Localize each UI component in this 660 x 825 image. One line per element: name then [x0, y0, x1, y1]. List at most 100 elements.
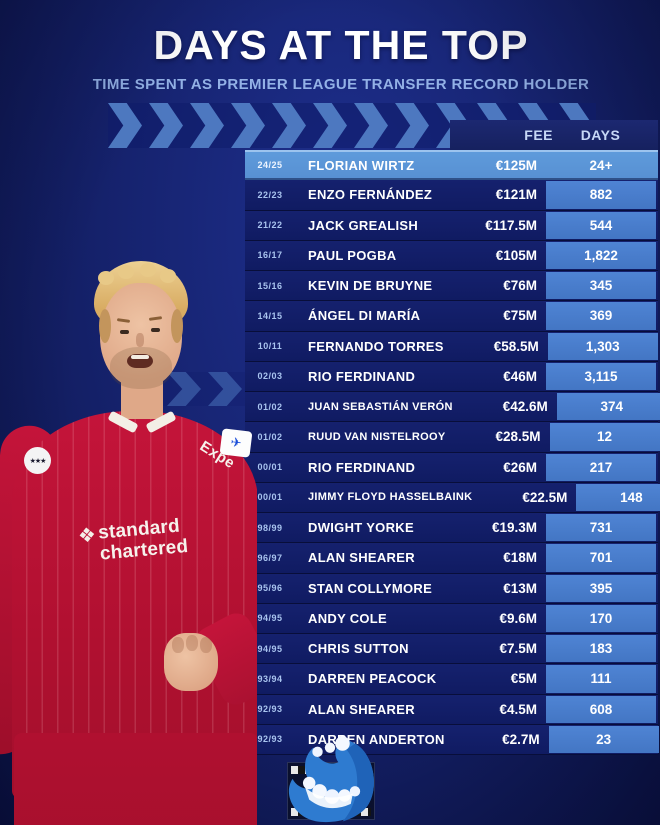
days-cell: 608	[543, 695, 658, 724]
days-value: 369	[546, 302, 656, 330]
days-cell: 544	[543, 211, 658, 240]
season-cell: 95/96	[257, 583, 283, 594]
season-cell: 02/03	[257, 371, 283, 382]
season-cell: 96/97	[257, 552, 283, 563]
days-value: 701	[546, 544, 656, 572]
days-value: 882	[546, 181, 656, 209]
player-name-cell: ÁNGEL DI MARÍA	[308, 308, 421, 324]
page-subtitle: TIME SPENT AS PREMIER LEAGUE TRANSFER RE…	[92, 76, 590, 93]
player-name-cell: KEVIN DE BRUYNE	[308, 278, 433, 294]
days-cell: 731	[543, 513, 658, 542]
days-cell: 882	[543, 180, 658, 209]
player-name-cell: ALAN SHEARER	[308, 550, 415, 566]
player-name-cell: RUUD VAN NISTELROOY	[308, 430, 446, 443]
days-value: 24+	[589, 157, 613, 173]
table-row: 14/15 ÁNGEL DI MARÍA €75M 369	[245, 301, 658, 332]
days-value: 374	[556, 393, 660, 421]
fee-cell: €5M	[510, 671, 537, 687]
table-row: 96/97 ALAN SHEARER €18M 701	[245, 543, 658, 574]
player-name-cell: DWIGHT YORKE	[308, 520, 414, 536]
table-row: 00/01 JIMMY FLOYD HASSELBAINK €22.5M 148	[245, 482, 660, 513]
table-row: 01/02 RUUD VAN NISTELROOY €28.5M 12	[245, 422, 660, 453]
days-cell: 23	[546, 725, 660, 754]
table-row: 95/96 STAN COLLYMORE €13M 395	[245, 573, 658, 604]
player-name-cell: FERNANDO TORRES	[308, 338, 444, 354]
table-row: 10/11 FERNANDO TORRES €58.5M 1,303	[245, 331, 660, 362]
page-title: DAYS AT THE TOP	[153, 22, 529, 68]
days-cell: 170	[543, 604, 658, 633]
fee-cell: €42.6M	[502, 399, 548, 415]
table-row: 94/95 CHRIS SUTTON €7.5M 183	[245, 634, 658, 665]
player-name-cell: RIO FERDINAND	[308, 459, 416, 475]
transfer-record-table: FEE DAYS 24/25 FLORIAN WIRTZ €125M 24+ 2…	[245, 120, 660, 755]
fee-cell: €7.5M	[499, 641, 537, 657]
table-row: 24/25 FLORIAN WIRTZ €125M 24+	[245, 150, 658, 181]
days-cell: 217	[543, 453, 658, 482]
fee-cell: €75M	[503, 308, 537, 324]
fee-cell: €9.6M	[499, 610, 537, 626]
column-header-days: DAYS	[580, 127, 621, 143]
days-cell: 148	[573, 483, 660, 512]
player-fist	[164, 633, 218, 691]
days-value: 608	[546, 695, 656, 723]
season-cell: 94/95	[257, 613, 283, 624]
player-photo-florian-wirtz: ★★★ ✈ Expe ❖ standard chartered ⚜ ✓	[0, 125, 257, 825]
hair-curl	[160, 269, 176, 283]
days-value: 395	[546, 574, 656, 602]
season-cell: 15/16	[257, 280, 283, 291]
days-value: 217	[546, 453, 656, 481]
fee-cell: €18M	[503, 550, 537, 566]
days-value: 1,303	[547, 332, 658, 360]
days-value: 731	[546, 514, 656, 542]
season-cell: 92/93	[257, 734, 283, 745]
player-name-cell: FLORIAN WIRTZ	[308, 157, 415, 173]
days-value: 345	[546, 272, 656, 300]
player-name-cell: DARREN PEACOCK	[308, 671, 437, 687]
fee-cell: €76M	[503, 278, 537, 294]
player-name-cell: JIMMY FLOYD HASSELBAINK	[308, 491, 473, 504]
fee-cell: €125M	[495, 157, 537, 173]
fee-cell: €19.3M	[491, 520, 537, 536]
fee-cell: €4.5M	[499, 701, 537, 717]
fee-cell: €26M	[503, 459, 537, 475]
table-row: 21/22 JACK GREALISH €117.5M 544	[245, 210, 658, 241]
player-eye	[151, 328, 160, 332]
days-cell: 24+	[543, 152, 658, 178]
hair-curl	[140, 263, 156, 277]
table-header: FEE DAYS	[245, 120, 658, 150]
table-row: 16/17 PAUL POGBA €105M 1,822	[245, 240, 658, 271]
season-cell: 21/22	[257, 220, 283, 231]
fee-cell: €121M	[495, 187, 537, 203]
table-row: 01/02 JUAN SEBASTIÁN VERÓN €42.6M 374	[245, 392, 660, 423]
hair-curl	[98, 271, 114, 285]
knuckle	[186, 635, 198, 651]
days-value: 23	[548, 725, 659, 753]
days-cell: 1,303	[545, 332, 660, 361]
season-cell: 92/93	[257, 704, 283, 715]
table-row: 02/03 RIO FERDINAND €46M 3,115	[245, 361, 658, 392]
season-cell: 24/25	[257, 160, 283, 171]
days-value: 544	[546, 211, 656, 239]
header-band	[450, 120, 658, 150]
days-cell: 369	[543, 301, 658, 330]
table-row: 93/94 DARREN PEACOCK €5M 111	[245, 664, 658, 695]
player-eye	[120, 330, 129, 334]
player-name-cell: ALAN SHEARER	[308, 701, 415, 717]
player-name-cell: JUAN SEBASTIÁN VERÓN	[308, 400, 453, 413]
fee-cell: €46M	[503, 368, 537, 384]
player-name-cell: RIO FERDINAND	[308, 368, 416, 384]
season-cell: 98/99	[257, 522, 283, 533]
fee-cell: €117.5M	[485, 217, 537, 233]
days-cell: 3,115	[543, 362, 658, 391]
season-cell: 10/11	[257, 341, 283, 352]
days-value: 3,115	[546, 362, 656, 390]
days-cell: 395	[543, 574, 658, 603]
player-temple	[99, 309, 111, 343]
hair-curl	[118, 265, 134, 279]
table-row: 15/16 KEVIN DE BRUYNE €76M 345	[245, 271, 658, 302]
season-cell: 93/94	[257, 673, 283, 684]
table-row: 00/01 RIO FERDINAND €26M 217	[245, 452, 658, 483]
days-value: 1,822	[546, 241, 656, 269]
season-cell: 01/02	[257, 401, 283, 412]
